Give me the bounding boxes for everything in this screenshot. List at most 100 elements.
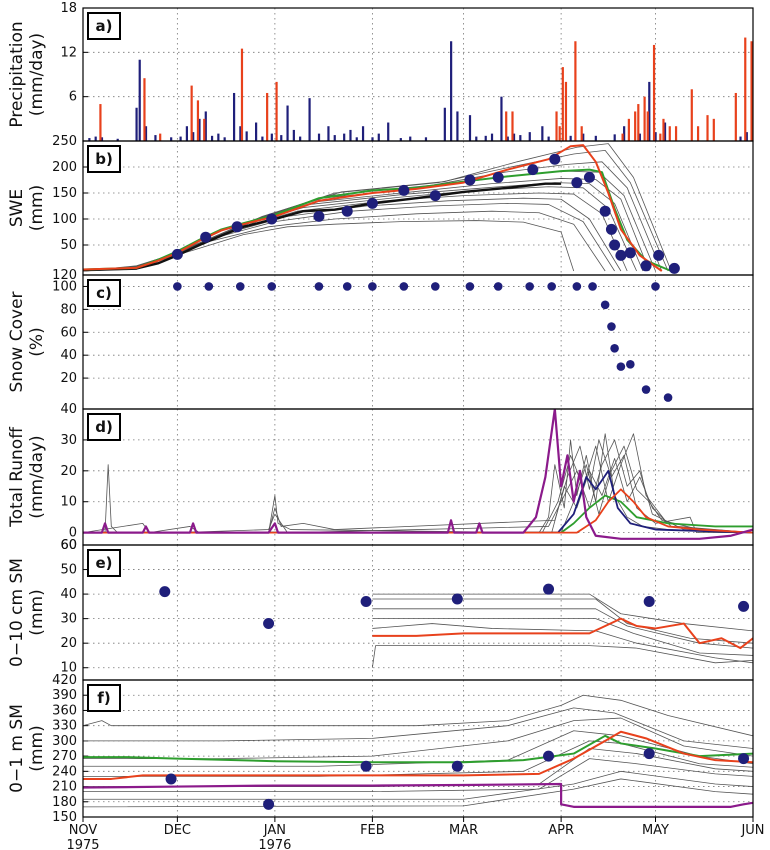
precip-bar-red <box>712 118 715 141</box>
observation-point <box>543 583 555 595</box>
precip-bar-red <box>706 115 709 141</box>
y-axis-label: Precipitation(mm/day) <box>7 21 47 127</box>
y-tick-label: 10 <box>60 661 77 676</box>
observation-point <box>263 618 275 630</box>
observation-point <box>159 586 171 598</box>
ensemble-member-line <box>83 707 753 749</box>
y-tick-label: 270 <box>52 749 77 764</box>
observation-point <box>342 282 352 291</box>
precip-bar-blue <box>654 132 657 141</box>
series-line-red <box>83 730 753 780</box>
x-tick-label: JAN <box>263 823 286 838</box>
precip-bar-blue <box>270 133 273 141</box>
observation-point <box>599 205 611 217</box>
precip-bar-blue <box>648 81 651 141</box>
ensemble-member-line <box>371 645 753 668</box>
observation-point <box>616 362 626 371</box>
y-axis-label-line: (mm) <box>27 725 47 771</box>
observation-point <box>313 210 325 222</box>
y-tick-label: 240 <box>52 764 77 779</box>
precip-bar-red <box>143 78 146 141</box>
precip-bar-blue <box>519 135 522 141</box>
observation-point <box>572 282 582 291</box>
y-tick-label: 50 <box>60 563 77 578</box>
x-tick-label: NOV <box>69 823 98 838</box>
observation-point <box>583 171 595 183</box>
ensemble-member-line <box>83 445 753 534</box>
plot-area <box>83 409 753 540</box>
ensemble-member-line <box>372 618 753 656</box>
y-axis-label-line: (%) <box>27 327 47 356</box>
precip-bar-blue <box>138 59 141 141</box>
x-tick-label: MAR <box>449 823 478 838</box>
observation-point <box>588 282 597 291</box>
ensemble-member-line <box>372 598 753 644</box>
y-tick-label: 10 <box>60 495 77 510</box>
plot-area <box>173 282 673 402</box>
y-tick-label: 40 <box>60 587 77 602</box>
observation-point <box>451 593 463 605</box>
precip-bar-blue <box>179 136 182 141</box>
observation-point <box>341 205 353 217</box>
y-tick-label: 30 <box>60 612 77 627</box>
observation-point <box>643 748 655 760</box>
precip-bar-blue <box>623 126 626 141</box>
precip-bar-red <box>564 81 568 141</box>
precip-bar-blue <box>100 137 104 141</box>
series-line-blue <box>83 469 753 534</box>
precip-bar-blue <box>317 133 321 141</box>
panel-label-box <box>87 145 121 173</box>
precip-bar-red <box>580 126 583 141</box>
ensemble-member-line <box>83 717 753 760</box>
series-line-red <box>83 144 663 272</box>
precip-bar-blue <box>343 133 346 141</box>
precip-bar-red <box>690 89 693 141</box>
observation-point <box>609 239 621 251</box>
y-axis-label-line: Snow Cover <box>7 291 27 392</box>
ensemble-member-line <box>83 740 753 777</box>
y-tick-label: 6 <box>69 90 77 105</box>
series-line-purple <box>83 782 753 808</box>
precip-bar-blue <box>594 135 597 141</box>
precip-bar-blue <box>387 122 390 141</box>
y-tick-label-bottom: 40 <box>60 402 77 417</box>
observation-point <box>549 153 561 165</box>
panel-a: 18 12 6 a) Precipitation(mm/day) <box>7 1 754 142</box>
precip-bar-blue <box>613 134 616 141</box>
precip-bar-red <box>505 111 508 141</box>
observation-point <box>204 282 214 291</box>
precip-bar-blue <box>745 132 748 141</box>
precip-bar-blue <box>232 92 236 141</box>
panel-c: 100 80 60 40 20 40 c) Snow Cover(%) <box>7 274 754 417</box>
observation-point <box>738 600 750 612</box>
chart-panels: 18126a)Precipitation(mm/day)250200150100… <box>7 1 754 825</box>
ensemble-member-line <box>372 608 753 649</box>
observation-point <box>231 221 243 233</box>
observation-point <box>607 322 616 331</box>
precip-bar-blue <box>223 137 226 141</box>
series-line-red <box>372 617 753 650</box>
observation-point <box>267 282 277 291</box>
y-tick-label: 250 <box>52 134 77 149</box>
precip-bar-blue <box>424 137 428 141</box>
y-axis-label-line: 0−10 cm SM <box>7 558 27 667</box>
panel-frame <box>82 408 754 546</box>
x-axis: NOV DEC JAN FEB MAR APR MAY JUN 1975 1976 <box>66 817 765 850</box>
precip-bar-blue <box>292 129 295 141</box>
y-tick-label: 180 <box>52 795 77 810</box>
precip-bar-blue <box>198 118 201 141</box>
x-tick-label: APR <box>548 823 574 838</box>
precip-bar-red <box>659 133 662 141</box>
observation-point <box>525 282 534 291</box>
precip-bar-blue <box>450 41 453 141</box>
y-tick-label: 390 <box>52 688 77 703</box>
observation-point <box>263 798 275 810</box>
observation-point <box>266 213 278 225</box>
precip-bar-red <box>696 126 700 141</box>
y-axis-label-line: Total Runoff <box>7 426 27 528</box>
observation-point <box>314 282 324 291</box>
y-tick-label: 360 <box>52 703 77 718</box>
precip-bar-red <box>203 118 206 141</box>
precip-bar-blue <box>528 132 531 141</box>
observation-point <box>398 184 410 196</box>
